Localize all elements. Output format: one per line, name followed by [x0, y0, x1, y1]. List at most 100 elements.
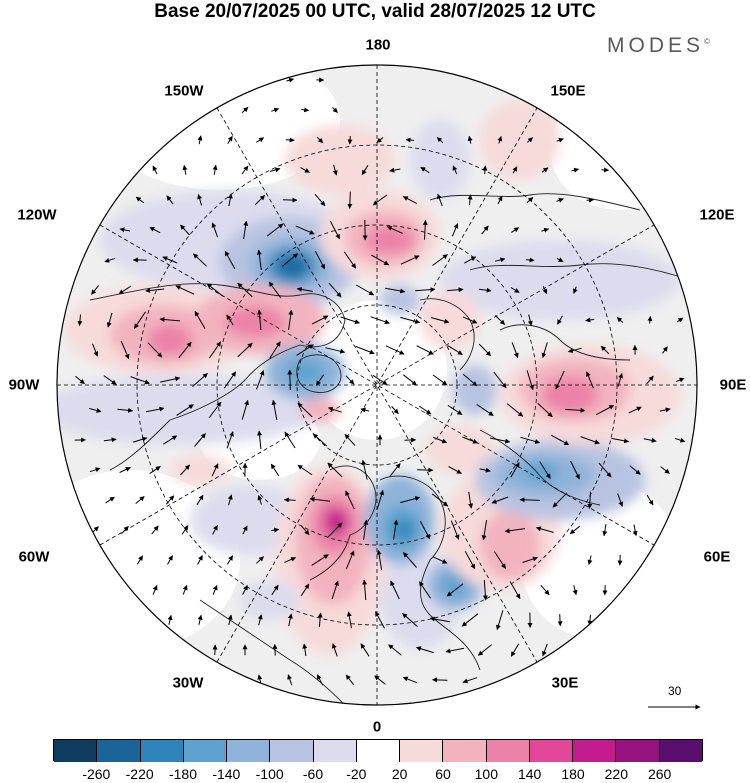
wind-vector	[418, 581, 432, 599]
wind-vector	[400, 316, 421, 324]
wind-vector	[445, 647, 465, 654]
wind-vector	[226, 431, 234, 449]
colorbar	[53, 739, 703, 762]
wind-vector	[226, 555, 234, 565]
lon-label-60e: 60E	[703, 548, 731, 566]
colorbar-tick-label: 260	[647, 766, 672, 782]
wind-vector	[180, 464, 190, 476]
wind-vector	[329, 220, 341, 240]
wind-vector	[494, 315, 506, 325]
wind-vector	[420, 166, 430, 174]
wind-vector	[163, 435, 178, 445]
wind-vector	[402, 613, 418, 627]
colorbar-swatch	[97, 740, 141, 762]
wind-vector	[104, 257, 116, 263]
copyright-mark: ©	[704, 37, 710, 46]
wind-vector	[135, 496, 145, 504]
wind-vector	[314, 250, 326, 270]
wind-vector	[403, 552, 417, 568]
wind-vector	[133, 311, 147, 329]
wind-vector	[360, 643, 370, 657]
wind-vector	[541, 342, 548, 359]
wind-vector	[151, 525, 159, 535]
wind-vector	[212, 525, 218, 535]
wind-vector	[510, 462, 520, 478]
colorbar-tick-label: 20	[391, 766, 408, 782]
colorbar-swatch	[659, 740, 702, 762]
wind-vector	[147, 342, 163, 358]
wind-vector	[227, 494, 233, 506]
wind-vector	[479, 467, 491, 473]
wind-vector	[452, 165, 458, 175]
wind-vector	[450, 520, 460, 540]
wind-vector	[311, 315, 329, 325]
wind-vector	[327, 406, 342, 413]
wind-vector	[281, 253, 299, 267]
wind-vector	[497, 136, 503, 144]
wind-vector	[167, 614, 173, 625]
wind-vector	[284, 431, 296, 449]
wind-vector	[446, 583, 464, 597]
wind-vector	[343, 251, 357, 269]
wind-vector	[133, 436, 148, 443]
lon-label-90w: 90W	[8, 376, 40, 394]
wind-vector	[520, 436, 541, 444]
wind-vector	[494, 257, 506, 263]
wind-vector	[315, 374, 325, 386]
wind-vector	[106, 312, 113, 328]
wind-vector	[676, 317, 684, 323]
wind-vector	[571, 167, 579, 173]
reference-vector-label: 30	[668, 684, 682, 698]
wind-vector	[254, 195, 266, 205]
wind-vector	[256, 370, 265, 390]
colorbar-swatch	[529, 740, 574, 762]
wind-vector	[478, 343, 492, 357]
wind-vector	[192, 373, 208, 387]
wind-vector	[552, 492, 568, 508]
wind-vector	[405, 137, 415, 143]
colorbar-swatch	[356, 740, 401, 762]
wind-vector	[296, 286, 313, 292]
map-border	[56, 64, 698, 706]
wind-vector	[522, 556, 538, 563]
wind-vector	[211, 463, 219, 477]
colorbar-swatch	[400, 740, 444, 762]
wind-vector	[510, 287, 520, 293]
wind-vector	[481, 225, 489, 235]
wind-vector	[327, 522, 343, 538]
colorbar-tick-label: -20	[346, 766, 367, 782]
wind-vector	[461, 613, 479, 627]
wind-vector	[194, 433, 206, 447]
wind-vector	[569, 525, 581, 535]
colorbar-tick-label: 140	[517, 766, 542, 782]
wind-vector	[257, 430, 263, 450]
wind-vector	[541, 167, 549, 173]
wind-vector	[659, 407, 671, 413]
colorbar-swatch	[443, 740, 487, 762]
wind-vector	[541, 227, 550, 233]
wind-vector	[160, 376, 181, 383]
colorbar-tick-label: 220	[604, 766, 629, 782]
wind-vector	[332, 164, 338, 176]
wind-vector	[208, 341, 222, 359]
wind-vector	[491, 496, 509, 504]
lon-label-150e: 150E	[550, 82, 586, 100]
wind-vector	[602, 524, 608, 537]
wind-vector	[496, 610, 504, 631]
colorbar-tick-label: -100	[255, 766, 284, 782]
wind-vector	[103, 437, 117, 443]
wind-vector	[237, 342, 253, 358]
wind-vector	[616, 317, 624, 323]
wind-vector	[121, 525, 129, 535]
wind-vector	[257, 495, 263, 505]
colorbar-tick-label: -260	[82, 766, 111, 782]
wind-vector	[301, 107, 310, 113]
wind-vector	[432, 556, 448, 564]
wind-vector	[402, 196, 417, 204]
wind-vector	[271, 399, 278, 420]
wind-vector	[527, 314, 533, 326]
wind-vector	[468, 491, 474, 509]
graticule	[57, 65, 697, 705]
wind-vector	[374, 675, 386, 685]
modes-logo: MODES©	[607, 34, 710, 58]
